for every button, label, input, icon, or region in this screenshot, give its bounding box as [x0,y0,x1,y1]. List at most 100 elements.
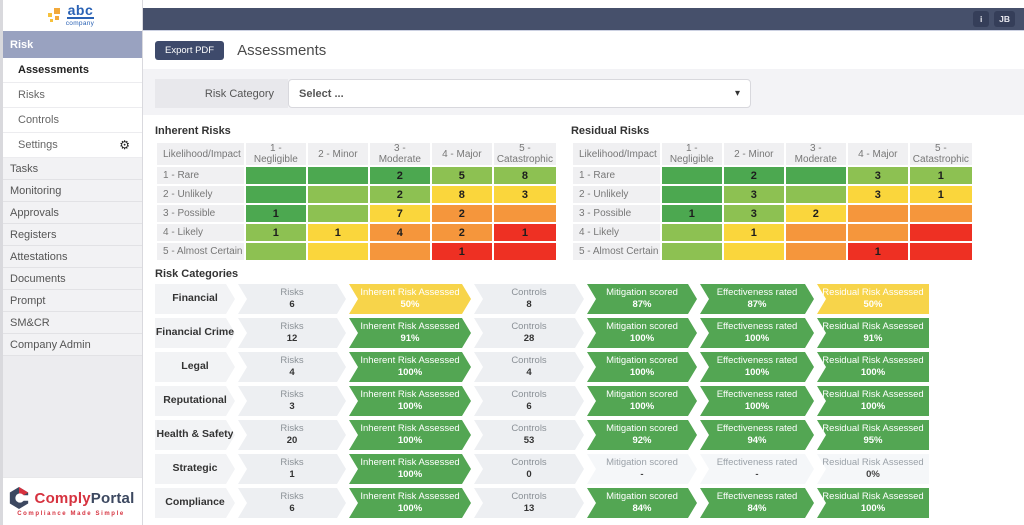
company-logo[interactable]: abc company [0,0,142,31]
matrix-row-label: 2 - Unlikely [157,186,244,203]
sidebar-item-label: Controls [18,114,59,126]
sidebar-section-risk[interactable]: Risk [0,31,142,58]
matrix-cell: 7 [369,205,430,222]
sidebar-item-risks[interactable]: Risks [0,83,142,108]
stage-inherent-risk-assessed: Inherent Risk Assessed 100% [349,386,471,416]
matrix-cell [245,243,306,260]
window-edge [0,0,3,525]
stage-risks: Risks 6 [238,284,346,314]
stage-label: Mitigation scored [606,491,678,503]
matrix-col-header: 5 - Catastrophic [493,143,556,165]
stage-label: Controls [511,389,547,401]
sidebar-item-controls[interactable]: Controls [0,108,142,133]
stage-value: Financial [172,292,218,305]
stage-value: 95% [863,435,883,446]
category-name: Reputational [155,386,235,416]
stage-value: 12 [286,333,298,344]
matrix-cell [493,205,556,222]
stage-value: 6 [526,401,532,412]
sidebar-item-settings[interactable]: Settings ⚙ [0,133,142,158]
stage-effectiveness-rated: Effectiveness rated 87% [700,284,814,314]
stage-mitigation-scored: Mitigation scored 87% [587,284,697,314]
stage-residual-risk-assessed: Residual Risk Assessed 95% [817,420,929,450]
stage-value: 100% [397,469,423,480]
risk-category-select[interactable]: Select ... ▾ [288,79,751,108]
sidebar-spacer [0,356,142,477]
stage-value: 6 [289,503,295,514]
sidebar-item-documents[interactable]: Documents [0,268,142,290]
matrix-cell [245,167,306,184]
stage-residual-risk-assessed: Residual Risk Assessed 100% [817,352,929,382]
matrix-row-label: 1 - Rare [572,167,660,184]
matrix-col-header: 1 - Negligible [661,143,722,165]
sidebar-item-prompt[interactable]: Prompt [0,290,142,312]
page-title: Assessments [237,41,327,59]
stage-residual-risk-assessed: Residual Risk Assessed 50% [817,284,929,314]
stage-label: Effectiveness rated [716,491,798,503]
stage-label: Controls [511,491,547,503]
matrix-cell [307,186,368,203]
stage-value: 100% [629,401,655,412]
stage-value: 91% [400,333,420,344]
risk-categories-title: Risk Categories [155,268,239,280]
export-pdf-button[interactable]: Export PDF [155,40,225,60]
stage-label: Residual Risk Assessed [822,287,924,299]
risk-category-value: Select ... [299,87,344,100]
matrix-cell: 1 [431,243,492,260]
matrix-cell [785,224,846,241]
stage-controls: Controls 6 [474,386,584,416]
matrix-row: 2 - Unlikely 2 8 3 [157,186,556,203]
stage-value: Financial Crime [155,326,235,339]
stage-controls: Controls 0 [474,454,584,484]
stage-label: Inherent Risk Assessed [360,287,460,299]
matrix-cell: 2 [431,224,492,241]
matrix-cell [909,243,972,260]
sidebar-item-monitoring[interactable]: Monitoring [0,180,142,202]
sidebar-item-tasks[interactable]: Tasks [0,158,142,180]
sidebar-item-label: Risks [18,89,45,101]
matrix-row: 2 - Unlikely 3 3 1 [572,186,972,203]
stage-value: 0 [526,469,532,480]
matrix-cell [785,243,846,260]
stage-label: Inherent Risk Assessed [360,457,460,469]
sidebar-item-label: Settings [18,139,58,151]
matrix-cell: 2 [431,205,492,222]
sidebar-item-attestations[interactable]: Attestations [0,246,142,268]
risk-category-row: Strategic Risks 1 Inherent Risk Assessed 100… [155,454,931,484]
stage-inherent-risk-assessed: Inherent Risk Assessed 100% [349,488,471,518]
matrix-cell: 1 [245,224,306,241]
stage-value: 20 [286,435,298,446]
stage-residual-risk-assessed: Residual Risk Assessed 91% [817,318,929,348]
stage-label: Mitigation scored [606,321,678,333]
sidebar-item-company-admin[interactable]: Company Admin [0,334,142,356]
stage-label: Controls [511,457,547,469]
stage-value: Health & Safety [156,428,234,441]
sidebar-item-registers[interactable]: Registers [0,224,142,246]
stage-value: 100% [629,333,655,344]
stage-label: Inherent Risk Assessed [360,321,460,333]
stage-value: Compliance [165,496,225,509]
stage-label: Risks [280,389,304,401]
stage-residual-risk-assessed: Residual Risk Assessed 100% [817,386,929,416]
risk-category-row: Financial Crime Risks 12 Inherent Risk Asse… [155,318,931,348]
matrix-row-label: 4 - Likely [572,224,660,241]
sidebar-item-approvals[interactable]: Approvals [0,202,142,224]
user-button[interactable]: JB [994,11,1015,27]
matrix-row-label: 1 - Rare [157,167,244,184]
matrix-cell [909,205,972,222]
sidebar: abc company Risk Assessments Risks Control… [0,0,143,525]
stage-risks: Risks 6 [238,488,346,518]
matrix-cell [493,243,556,260]
main-area: i JB Export PDF Assessments Risk Categor… [143,0,1024,525]
matrix-cell: 1 [847,243,908,260]
stage-mitigation-scored: Mitigation scored - [587,454,697,484]
sidebar-item-assessments[interactable]: Assessments [0,58,142,83]
stage-label: Risks [280,321,304,333]
sidebar-item-label: Assessments [18,64,89,76]
stage-value: 92% [632,435,652,446]
stage-value: 100% [397,503,423,514]
stage-controls: Controls 4 [474,352,584,382]
stage-label: Residual Risk Assessed [822,321,924,333]
sidebar-item-sm-cr[interactable]: SM&CR [0,312,142,334]
info-button[interactable]: i [973,11,990,27]
